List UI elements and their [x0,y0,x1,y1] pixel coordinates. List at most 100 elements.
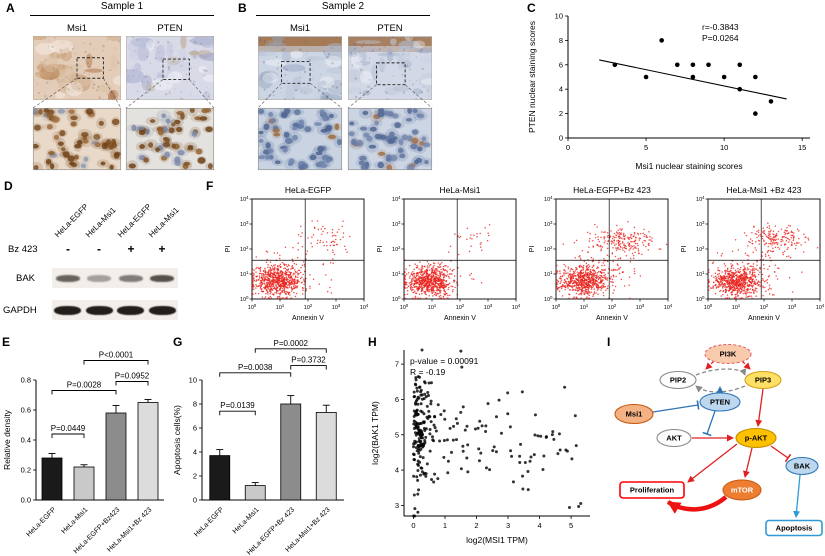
svg-text:PIP3: PIP3 [755,376,771,385]
panel-i-pathway-diagram: PI3K PIP2 PIP3 PTEN Msi1 AKT p-AKT BAK Prolifera… [614,343,823,537]
svg-text:PI: PI [681,246,688,253]
svg-text:101: 101 [240,270,249,278]
flow-events [556,221,668,299]
svg-text:Proliferation: Proliferation [630,486,675,495]
svg-text:100: 100 [544,295,553,303]
svg-text:p-value = 0.00091: p-value = 0.00091 [410,356,479,366]
svg-text:Apoptosis: Apoptosis [776,524,813,533]
panel-f-label: F [206,179,214,193]
svg-text:2: 2 [193,472,197,481]
svg-text:P=0.0264: P=0.0264 [702,33,739,43]
svg-text:Annexin V: Annexin V [292,315,324,322]
treatment-sign-2: - [97,242,101,256]
panel-b-msi1-column-label: Msi1 [289,23,311,34]
svg-text:102: 102 [544,245,553,253]
svg-text:Annexin V: Annexin V [444,315,476,322]
svg-text:10: 10 [189,376,197,385]
svg-text:0.0: 0.0 [21,496,31,505]
tissue-overview [258,36,342,100]
svg-text:104: 104 [696,195,705,203]
treatment-sign-1: - [66,242,70,256]
svg-text:0.2: 0.2 [21,466,31,475]
svg-text:P=0.0952: P=0.0952 [115,372,150,381]
tissue-zoom [258,108,342,170]
svg-text:101: 101 [428,303,437,311]
tissue-zoom [33,108,121,170]
svg-text:100: 100 [392,295,401,303]
pathway-node-Apop: Apoptosis [765,519,823,537]
svg-text:P=0.0449: P=0.0449 [51,424,86,433]
svg-text:6: 6 [395,395,399,404]
svg-text:104: 104 [392,195,401,203]
blot-band [54,305,82,315]
svg-text:0: 0 [559,134,563,143]
panel-a-label: A [6,1,15,15]
panel-g-label: G [173,335,183,349]
svg-text:101: 101 [392,270,401,278]
svg-text:1: 1 [443,521,447,530]
svg-text:5: 5 [569,521,573,530]
svg-text:P<0.0001: P<0.0001 [99,351,134,360]
panel-g-bar-chart: 0 2 4 6 8 10 Apoptosis cells(%) HeLa-EGFP HeLa-M… [172,339,344,556]
svg-text:103: 103 [332,303,341,311]
svg-text:R = -0.19: R = -0.19 [410,367,445,377]
svg-text:103: 103 [788,303,797,311]
blot-band [85,305,113,315]
svg-text:log2(BAK1 TPM): log2(BAK1 TPM) [370,401,380,465]
pathway-node-Msi1: Msi1 [614,403,654,425]
svg-text:104: 104 [544,195,553,203]
svg-text:Annexin V: Annexin V [596,315,628,322]
panel-d-label: D [4,179,13,193]
svg-text:0.4: 0.4 [21,436,31,445]
svg-text:4: 4 [395,466,399,475]
bak-blot-strip [52,268,178,288]
pathway-node-PI3K: PI3K [704,343,752,365]
svg-text:0.8: 0.8 [21,376,31,385]
svg-text:103: 103 [392,220,401,228]
panel-i-label: I [607,335,611,349]
svg-text:3: 3 [506,521,510,530]
svg-text:101: 101 [732,303,741,311]
panel-b-title-rule [256,15,430,16]
pathway-node-BAK: BAK [785,456,819,476]
svg-text:BAK: BAK [794,462,811,471]
blot-band [117,305,145,315]
svg-text:2: 2 [474,521,478,530]
svg-text:PIP2: PIP2 [670,376,686,385]
flow-events [404,223,491,299]
svg-text:104: 104 [664,303,673,311]
svg-text:103: 103 [544,220,553,228]
flow-events [708,222,819,299]
svg-text:P=0.0038: P=0.0038 [238,363,273,372]
svg-text:103: 103 [636,303,645,311]
pathway-node-pAKT: p-AKT [735,427,777,449]
panel-h-tcga-scatter: 0 1 2 3 4 5 3 4 5 6 7 log2(MSI1 TPM) log2(BAK1 TPM) p… [370,348,590,545]
panel-b-title: Sample 2 [321,1,365,12]
svg-text:5: 5 [644,143,648,152]
svg-text:PTEN nuclear staining scores: PTEN nuclear staining scores [527,21,537,133]
panel-c-label: C [527,1,536,15]
svg-text:P=0.0139: P=0.0139 [220,401,255,410]
svg-text:103: 103 [484,303,493,311]
panel-b-pten-ihc-image [347,36,433,171]
svg-text:102: 102 [760,303,769,311]
svg-text:100: 100 [400,303,409,311]
tissue-zoom [348,108,432,170]
svg-text:HeLa-EGFP: HeLa-EGFP [285,185,332,195]
panel-a-title-rule [30,15,214,16]
svg-text:2: 2 [559,109,563,118]
svg-text:4: 4 [537,521,541,530]
panel-b-pten-column-label: PTEN [377,23,403,34]
panel-a-msi1-ihc-image [32,36,122,171]
svg-text:101: 101 [580,303,589,311]
svg-text:101: 101 [276,303,285,311]
pathway-node-PIP2: PIP2 [659,370,697,390]
tissue-overview [33,36,121,100]
treatment-label: Bz 423 [8,244,38,255]
svg-text:3: 3 [395,501,399,510]
tissue-overview [126,36,214,100]
svg-text:Relative density: Relative density [2,409,12,470]
